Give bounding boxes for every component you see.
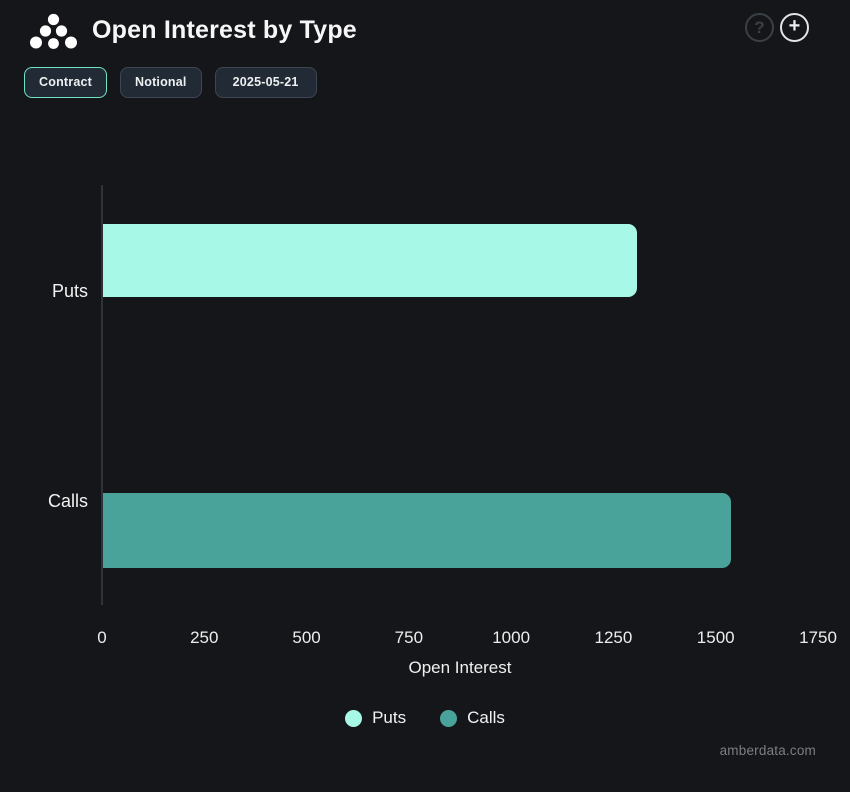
- y-axis-line: [101, 185, 103, 605]
- calls-bar: [103, 493, 732, 568]
- expiry-date-button[interactable]: 2025-05-21: [214, 67, 317, 98]
- y-tick-label-calls: Calls: [47, 491, 88, 511]
- toolbar: Contract Notional 2025-05-21: [24, 67, 317, 98]
- puts-bar: [103, 224, 637, 297]
- x-axis-ticks: 0 250 500 750 1000 1250 1500 1750: [97, 628, 837, 650]
- x-tick-label: 500: [292, 628, 321, 647]
- add-icon[interactable]: +: [780, 13, 809, 42]
- legend-item-puts[interactable]: Puts: [345, 708, 406, 728]
- legend-label-calls: Calls: [467, 708, 505, 727]
- x-tick-label: 750: [394, 628, 424, 647]
- page-title: Open Interest by Type: [92, 16, 357, 44]
- add-icon-glyph: +: [788, 15, 801, 37]
- x-tick-label: 1000: [492, 628, 531, 647]
- y-tick-label-puts: Puts: [51, 281, 88, 301]
- help-icon-glyph: ?: [754, 17, 765, 37]
- amberdata-logo-icon: [30, 13, 77, 49]
- x-tick-label: 1750: [799, 628, 837, 647]
- legend-item-calls[interactable]: Calls: [440, 708, 505, 728]
- legend: Puts Calls: [0, 708, 850, 728]
- calls-legend-dot-icon: [440, 709, 458, 727]
- x-axis-title: Open Interest: [408, 658, 512, 677]
- puts-legend-dot-icon: [345, 709, 363, 727]
- legend-label-puts: Puts: [372, 708, 407, 727]
- x-tick-label: 1250: [594, 628, 633, 647]
- notional-button[interactable]: Notional: [120, 67, 202, 98]
- watermark: amberdata.com: [719, 743, 816, 758]
- help-icon[interactable]: ?: [745, 13, 774, 42]
- x-tick-label: 1500: [696, 628, 735, 647]
- x-tick-label: 250: [190, 628, 219, 647]
- x-tick-label: 0: [97, 628, 107, 647]
- plot-area: [101, 185, 818, 605]
- contract-button[interactable]: Contract: [24, 67, 107, 98]
